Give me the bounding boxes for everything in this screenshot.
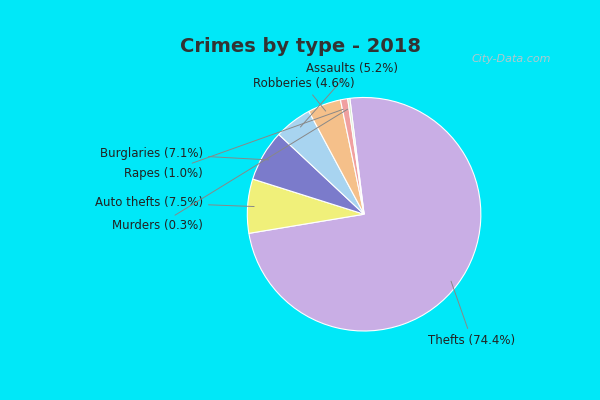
Text: Crimes by type - 2018: Crimes by type - 2018 [179, 38, 421, 56]
Wedge shape [340, 99, 364, 214]
Wedge shape [247, 179, 364, 233]
Wedge shape [347, 98, 364, 214]
Text: Murders (0.3%): Murders (0.3%) [112, 109, 347, 232]
Wedge shape [249, 98, 481, 331]
Text: Auto thefts (7.5%): Auto thefts (7.5%) [95, 196, 254, 209]
Text: Assaults (5.2%): Assaults (5.2%) [301, 62, 398, 127]
Wedge shape [309, 100, 364, 214]
Text: City-Data.com: City-Data.com [472, 54, 551, 64]
Wedge shape [253, 134, 364, 214]
Text: Rapes (1.0%): Rapes (1.0%) [124, 109, 343, 180]
Text: Robberies (4.6%): Robberies (4.6%) [253, 77, 354, 111]
Text: Thefts (74.4%): Thefts (74.4%) [428, 281, 515, 347]
Text: Burglaries (7.1%): Burglaries (7.1%) [100, 147, 269, 160]
Wedge shape [279, 111, 364, 214]
